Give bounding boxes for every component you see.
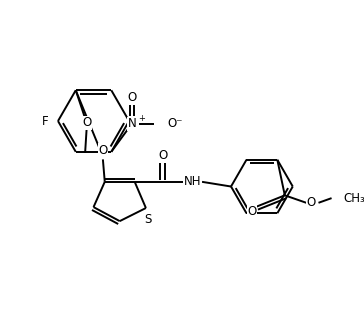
Text: F: F <box>42 115 49 127</box>
Text: O: O <box>248 205 257 218</box>
Text: +: + <box>138 114 145 123</box>
Text: O: O <box>98 144 107 156</box>
Text: O: O <box>82 116 92 129</box>
Text: O: O <box>306 196 316 209</box>
Text: O: O <box>158 149 167 162</box>
Text: N: N <box>127 117 136 130</box>
Text: CH₃: CH₃ <box>344 192 364 205</box>
Text: O⁻: O⁻ <box>167 117 183 130</box>
Text: O: O <box>127 91 136 104</box>
Text: NH: NH <box>184 175 201 188</box>
Text: S: S <box>144 213 151 226</box>
